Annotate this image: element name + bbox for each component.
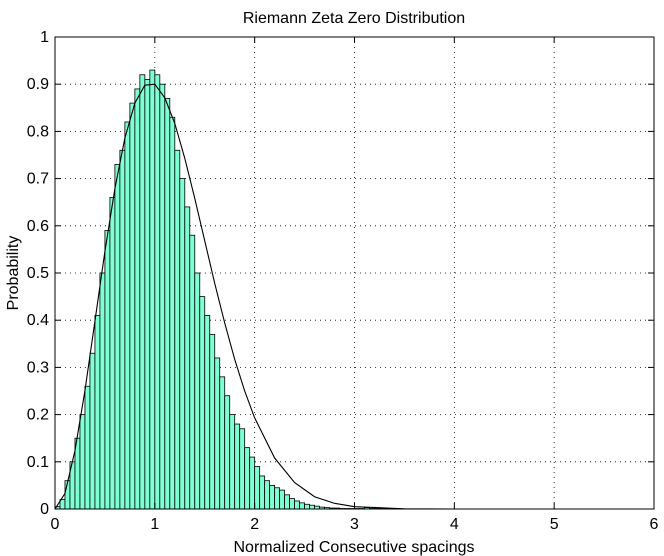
histogram-bar — [139, 74, 146, 510]
histogram-bar — [119, 149, 126, 510]
histogram-bar — [274, 487, 281, 510]
histogram-bar — [309, 504, 315, 510]
y-axis-ticks: 0 0.1 0.2 0.3 0.4 0.5 0.6 0.7 0.8 0.9 1 — [27, 29, 654, 518]
histogram-bar — [99, 272, 106, 510]
y-tick-label: 1 — [40, 29, 49, 46]
histogram-bar — [124, 121, 131, 510]
histogram-bar — [224, 395, 231, 510]
histogram-bar — [134, 88, 141, 510]
histogram-bar — [284, 494, 291, 510]
histogram-bar — [94, 315, 101, 510]
y-tick-label: 0.8 — [27, 123, 49, 140]
x-axis-label: Normalized Consecutive spacings — [234, 539, 475, 556]
histogram-bar — [169, 116, 176, 510]
histogram-bar — [234, 423, 241, 510]
x-tick-label: 6 — [650, 516, 659, 533]
histogram-bar — [194, 272, 201, 510]
histogram-bar — [184, 206, 191, 510]
histogram-bar — [209, 333, 216, 510]
y-tick-label: 0.2 — [27, 407, 49, 424]
histogram-bar — [174, 149, 181, 510]
histogram-bar — [269, 484, 276, 510]
histogram-bar — [304, 503, 310, 510]
histogram-bar — [264, 480, 271, 510]
histogram-bar — [149, 69, 156, 510]
y-tick-label: 0 — [40, 501, 49, 518]
histogram-bar — [89, 352, 96, 510]
y-tick-label: 0.9 — [27, 76, 49, 93]
y-tick-label: 0.4 — [27, 312, 49, 329]
histogram-bar — [189, 234, 196, 510]
histogram-bar — [144, 79, 151, 510]
histogram-bar — [244, 447, 251, 510]
x-tick-label: 2 — [250, 516, 259, 533]
histogram-bar — [294, 500, 300, 510]
histogram-bar — [239, 428, 246, 510]
histogram-bar — [179, 178, 186, 510]
histogram-bar — [104, 230, 111, 510]
histogram-bar — [229, 414, 236, 510]
x-tick-label: 5 — [550, 516, 559, 533]
x-tick-label: 3 — [350, 516, 359, 533]
histogram-bar — [249, 456, 256, 510]
histogram-bar — [84, 385, 91, 510]
y-axis-label: Probability — [5, 236, 22, 311]
y-tick-label: 0.7 — [27, 171, 49, 188]
x-tick-label: 0 — [51, 516, 60, 533]
x-tick-label: 4 — [450, 516, 459, 533]
y-tick-label: 0.1 — [27, 454, 49, 471]
histogram-bar — [259, 475, 266, 510]
histogram-bar — [279, 489, 286, 510]
y-tick-label: 0.5 — [27, 265, 49, 282]
histogram-bar — [214, 357, 221, 510]
histogram-bar — [219, 376, 226, 510]
histogram-bar — [199, 296, 206, 510]
x-tick-label: 1 — [150, 516, 159, 533]
fit-curve — [54, 83, 654, 510]
histogram-bar — [299, 502, 305, 510]
histogram-bar — [129, 102, 136, 510]
y-tick-label: 0.6 — [27, 218, 49, 235]
histogram-bar — [159, 83, 166, 510]
histogram-bar — [79, 414, 86, 510]
histogram-bar — [109, 197, 116, 510]
histogram-bar — [254, 466, 261, 510]
chart-title: Riemann Zeta Zero Distribution — [243, 10, 465, 27]
y-tick-label: 0.3 — [27, 359, 49, 376]
histogram-bar — [154, 74, 161, 510]
histogram-bar — [114, 164, 121, 510]
histogram-bar — [204, 315, 211, 510]
histogram-bar — [289, 498, 296, 510]
x-axis-ticks: 0 1 2 3 4 5 6 — [51, 37, 659, 533]
histogram-bar — [164, 97, 171, 510]
